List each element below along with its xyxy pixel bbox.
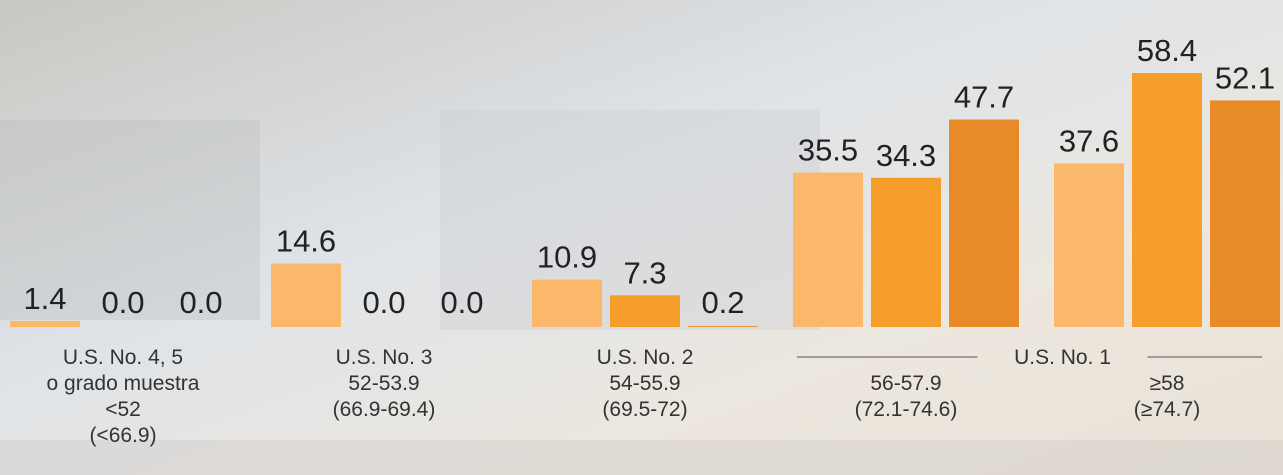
category-label: (66.9-69.4) (333, 398, 436, 421)
background-ground (0, 440, 1283, 475)
value-label: 58.4 (1137, 33, 1197, 68)
background-building (0, 120, 260, 320)
category-label: (72.1-74.6) (855, 398, 958, 421)
value-label: 7.3 (623, 255, 666, 290)
category-label: o grado muestra (47, 372, 200, 395)
category-label: ≥58 (1150, 372, 1185, 395)
value-label: 34.3 (876, 138, 936, 173)
category-label: 52-53.9 (348, 372, 419, 395)
bar (271, 263, 341, 327)
bar (1210, 100, 1280, 327)
category-label: U.S. No. 2 (597, 346, 694, 369)
category-label: (69.5-72) (602, 398, 687, 421)
value-label: 35.5 (798, 133, 858, 168)
background-silo (440, 110, 820, 330)
value-label: 0.0 (179, 285, 222, 320)
bar (532, 279, 602, 327)
bar (949, 119, 1019, 327)
value-label: 0.0 (440, 285, 483, 320)
value-label: 0.0 (101, 285, 144, 320)
bar (688, 326, 758, 327)
value-label: 10.9 (537, 240, 597, 275)
category-label: U.S. No. 3 (336, 346, 433, 369)
value-label: 37.6 (1059, 123, 1119, 158)
category-label: 54-55.9 (609, 372, 680, 395)
value-label: 1.4 (23, 281, 66, 316)
bar (610, 295, 680, 327)
bar (1132, 73, 1202, 327)
value-label: 0.0 (362, 285, 405, 320)
value-label: 0.2 (701, 285, 744, 320)
category-label: (<66.9) (89, 424, 156, 447)
bar (871, 177, 941, 327)
category-label: 56-57.9 (870, 372, 941, 395)
value-label: 52.1 (1215, 60, 1275, 95)
category-label: <52 (105, 398, 141, 421)
bar (10, 320, 80, 327)
group-label: U.S. No. 1 (1014, 346, 1111, 369)
value-label: 14.6 (276, 224, 336, 259)
bar (1054, 163, 1124, 327)
category-label: U.S. No. 4, 5 (63, 346, 183, 369)
category-label: (≥74.7) (1134, 398, 1200, 421)
value-label: 47.7 (954, 80, 1014, 115)
bar (793, 172, 863, 327)
